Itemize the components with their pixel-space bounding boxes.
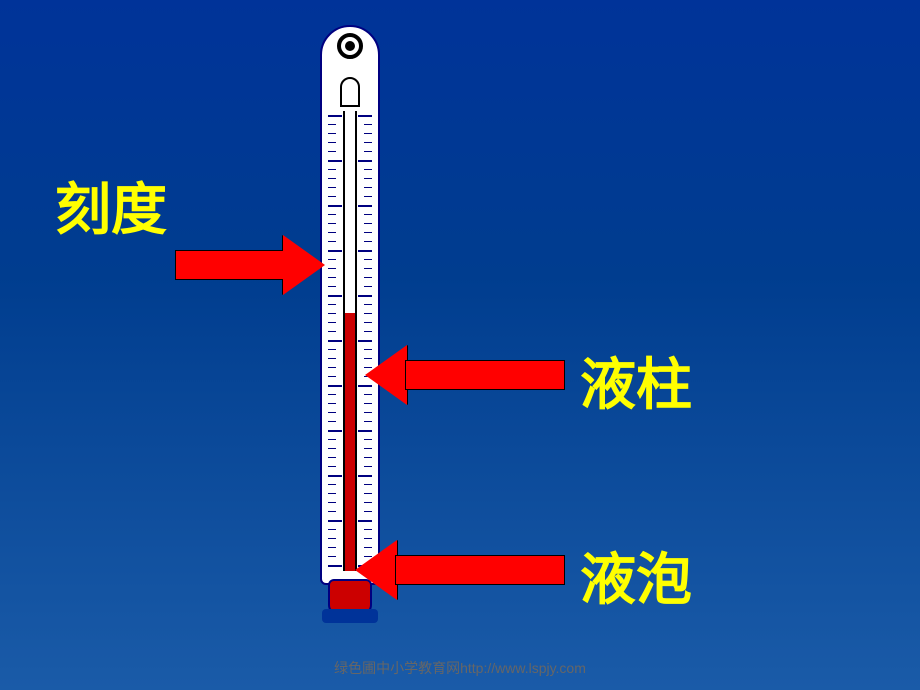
thermometer-inner-top bbox=[340, 77, 360, 107]
thermometer-scale-ticks bbox=[328, 115, 372, 565]
label-scale: 刻度 bbox=[55, 165, 167, 246]
label-bulb: 液泡 bbox=[580, 535, 692, 616]
thermometer-ring bbox=[337, 33, 363, 59]
footer-text: 绿色圃中小学教育网http://www.lspjy.com bbox=[0, 658, 920, 678]
thermometer-diagram bbox=[320, 25, 380, 615]
thermometer-base bbox=[322, 609, 378, 623]
label-liquid-column: 液柱 bbox=[580, 340, 692, 421]
